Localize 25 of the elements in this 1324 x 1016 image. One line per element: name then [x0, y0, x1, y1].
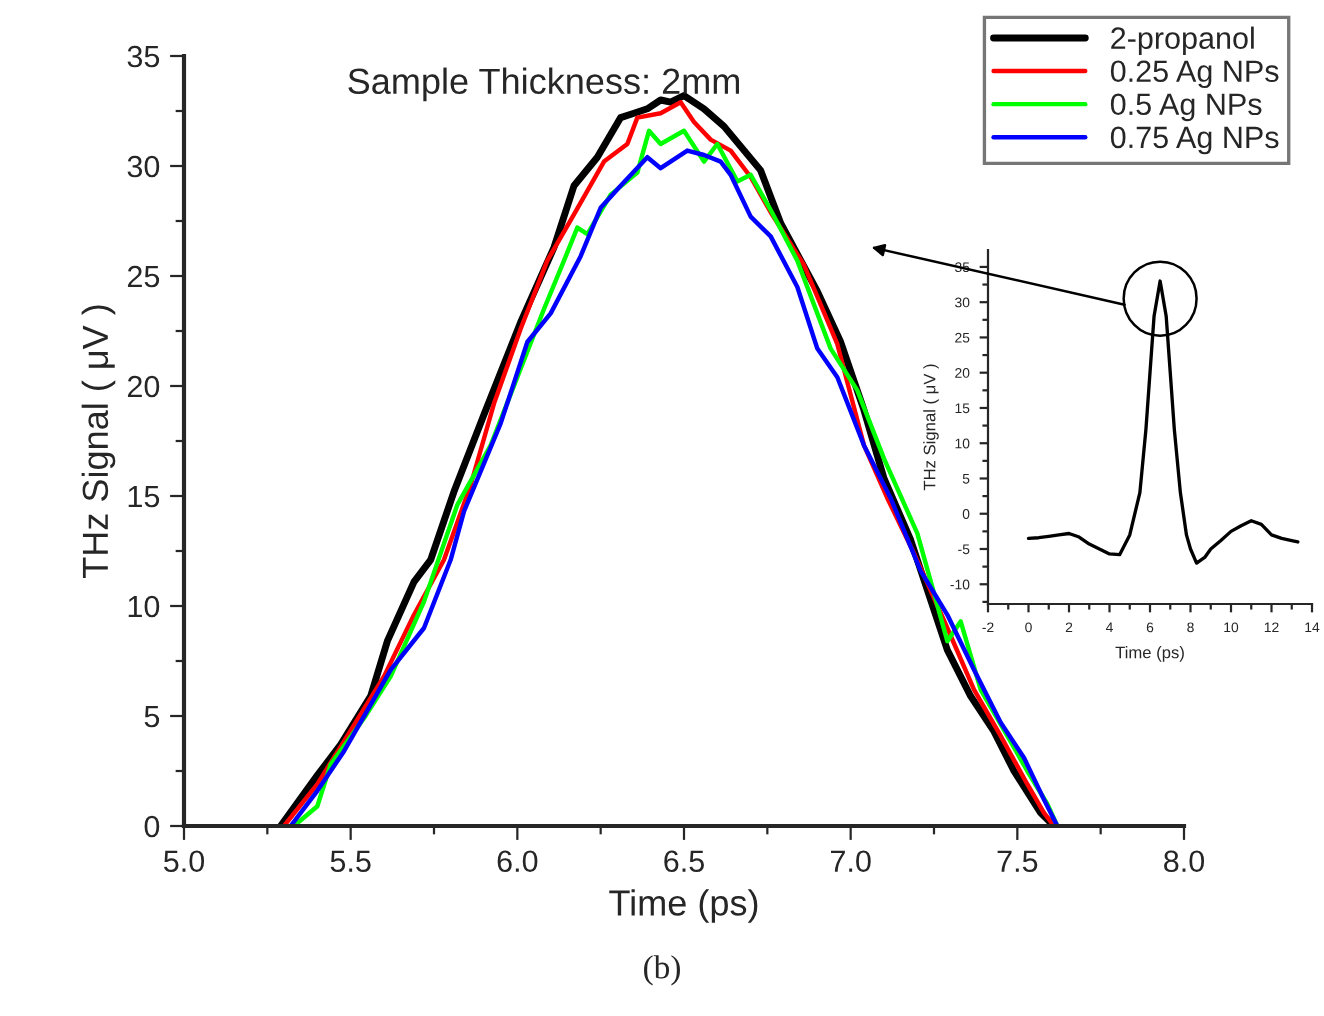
- y-tick-label: 30: [127, 155, 160, 178]
- y-tick-label: 5: [144, 706, 160, 728]
- legend-label: 0.75 Ag NPs: [1110, 126, 1279, 155]
- legend-label: 2-propanol: [1111, 26, 1254, 56]
- y-tick-label: 25: [127, 265, 160, 288]
- y-axis-title: THz Signal ( μV ): [81, 305, 116, 579]
- x-tick-label: 6.0: [497, 850, 538, 873]
- x-tick-label: 7.5: [997, 850, 1038, 873]
- x-tick-label: 5.5: [330, 850, 371, 873]
- x-tick-label: 7.0: [831, 850, 871, 873]
- y-tick-label: 0: [144, 815, 160, 838]
- x-tick-label: 5.0: [163, 850, 205, 873]
- x-axis-title: Time (ps): [609, 889, 758, 923]
- y-tick-label: 20: [127, 375, 160, 398]
- x-axis-title: Time (ps): [1115, 646, 1184, 662]
- legend-label: 0.25 Ag NPs: [1110, 60, 1279, 89]
- chart-title: Sample Thickness: 2mm: [348, 67, 739, 102]
- y-tick-label: 35: [127, 45, 160, 68]
- text: (b): [644, 955, 680, 986]
- x-tick-label: 6.5: [664, 850, 704, 873]
- y-axis-title: THz Signal ( μV ): [923, 364, 939, 491]
- y-tick-label: 10: [128, 595, 160, 618]
- x-tick-label: 8.0: [1164, 850, 1205, 873]
- y-tick-label: 15: [128, 486, 160, 508]
- legend-label: 0.5 Ag NPs: [1110, 93, 1262, 122]
